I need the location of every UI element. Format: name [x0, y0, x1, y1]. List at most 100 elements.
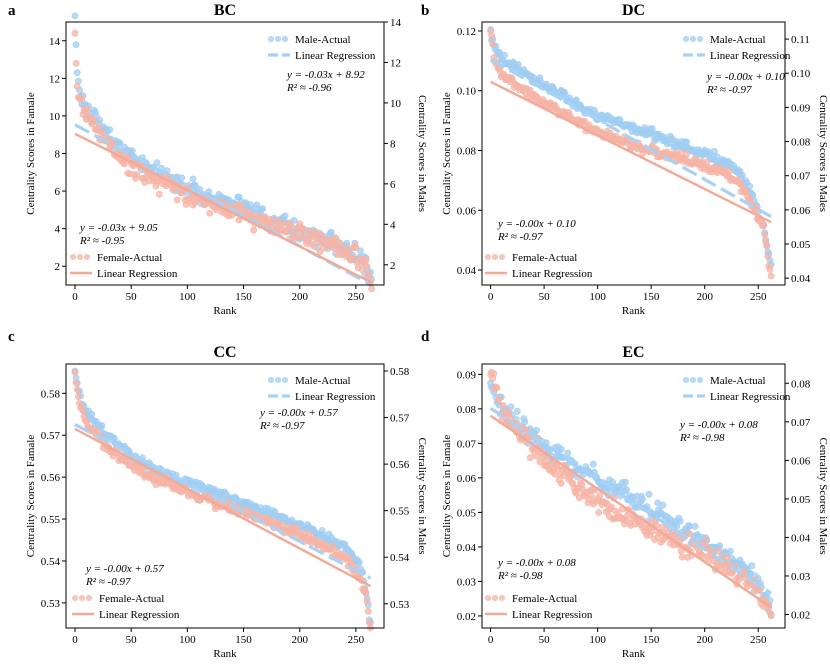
female-point	[526, 454, 534, 462]
female-point	[79, 407, 87, 414]
legend-male-marker	[281, 35, 289, 43]
legend-female: Female-Actual Linear Regression	[69, 252, 178, 280]
female-regression-line	[74, 427, 372, 588]
male-equation: y = -0.03x + 8.92	[286, 69, 365, 81]
legend-female-label: Female-Actual	[512, 252, 577, 264]
male-point	[691, 523, 699, 530]
y-right-tick-label: 0.05	[791, 239, 811, 251]
legend-male-label: Male-Actual	[710, 34, 766, 46]
female-regression-line	[489, 414, 772, 609]
female-equation: y = -0.00x + 0.57	[85, 563, 164, 575]
female-point	[71, 368, 79, 376]
female-point	[273, 216, 281, 224]
female-point	[755, 587, 763, 594]
y-left-tick-label: 0.04	[457, 542, 477, 554]
y-left-tick-label: 4	[55, 224, 61, 236]
female-point	[489, 40, 497, 48]
y-left-axis-label: Centrality Scores in Famale	[441, 92, 453, 215]
x-axis-label: Rank	[622, 305, 646, 317]
female-point	[73, 83, 81, 90]
male-point	[623, 486, 630, 493]
legend-male-marker	[696, 35, 704, 43]
male-point	[748, 562, 756, 570]
x-tick-label: 0	[72, 291, 78, 303]
y-left-tick-label: 0.58	[41, 388, 61, 400]
legend-male: Male-Actual Linear Regression	[267, 375, 376, 403]
female-point	[362, 256, 370, 264]
female-point	[72, 379, 80, 387]
x-tick-label: 50	[539, 291, 551, 303]
y-left-tick-label: 12	[49, 73, 60, 85]
female-point	[206, 209, 214, 217]
y-right-tick-label: 0.08	[791, 378, 811, 390]
female-point	[349, 253, 356, 261]
female-point	[767, 272, 775, 280]
x-tick-label: 150	[643, 634, 660, 646]
x-tick-label: 250	[750, 634, 767, 646]
legend-female-fit-label: Linear Regression	[97, 268, 178, 280]
male-r2: R² ≈ -0.97	[706, 84, 752, 96]
legend-male: Male-Actual Linear Regression	[267, 34, 376, 62]
male-r2: R² ≈ -0.97	[259, 420, 305, 432]
female-point	[250, 226, 258, 234]
legend-male-label: Male-Actual	[710, 375, 766, 387]
male-r2: R² ≈ -0.98	[679, 432, 725, 444]
y-right-tick-label: 0.08	[791, 137, 811, 149]
y-right-axis-label: Centrality Scores in Males	[817, 437, 829, 554]
male-point	[589, 460, 597, 468]
male-point	[259, 205, 266, 212]
male-point	[253, 201, 261, 209]
female-point	[715, 547, 722, 555]
female-point	[332, 234, 340, 242]
legend-female: Female-Actual Linear Regression	[484, 252, 593, 280]
female-point	[488, 32, 495, 40]
y-left-tick-label: 0.57	[41, 430, 61, 442]
legend-male-fit-label: Linear Regression	[295, 50, 376, 62]
y-right-tick-label: 0.06	[791, 455, 811, 467]
male-point	[521, 418, 529, 426]
panel-b: b DC 0 50 100 150 200 250 0.04 0.06 0.08 0.10 0.12 0.…	[421, 2, 829, 317]
legend-female-marker	[78, 594, 86, 602]
x-tick-label: 100	[589, 634, 606, 646]
x-tick-label: 0	[488, 291, 494, 303]
y-right-tick-label: 0.55	[390, 506, 410, 518]
legend-female-marker	[71, 594, 79, 602]
y-right-tick-label: 4	[390, 219, 396, 231]
panel-d: d EC 0 50 100 150 200 250 0.02 0.03 0.04 0.05 0.06 0.…	[421, 329, 829, 660]
legend-female-label: Female-Actual	[99, 593, 164, 605]
female-point	[723, 553, 731, 561]
x-tick-label: 200	[696, 634, 713, 646]
y-right-tick-label: 14	[390, 17, 402, 29]
y-left-tick-label: 0.02	[457, 611, 476, 623]
male-points	[487, 26, 775, 268]
legend-female-marker	[76, 253, 84, 261]
legend-female-marker	[498, 594, 506, 602]
female-point	[78, 96, 86, 104]
female-point	[359, 266, 367, 274]
y-left-axis-label: Centrality Scores in Famale	[25, 435, 37, 558]
female-point	[121, 160, 128, 168]
legend-male-fit-label: Linear Regression	[295, 391, 376, 403]
male-point	[639, 495, 646, 503]
y-left-tick-label: 0.53	[41, 598, 61, 610]
y-right-tick-label: 0.03	[791, 571, 811, 583]
female-point	[495, 395, 503, 403]
male-point	[622, 478, 629, 486]
male-regression-line	[74, 423, 372, 580]
x-tick-label: 0	[72, 634, 78, 646]
legend-male-marker	[274, 376, 282, 384]
x-tick-label: 200	[291, 291, 308, 303]
male-regression-line	[489, 406, 772, 595]
legend-male-marker	[689, 35, 697, 43]
male-point	[501, 51, 508, 59]
panel-c: c CC 0 50 100 150 200 250 0.53 0.54 0.55 0.56 0.57 0.…	[8, 329, 428, 660]
female-point	[213, 206, 220, 214]
female-point	[595, 509, 603, 516]
male-point	[98, 422, 106, 430]
legend-female-fit-label: Linear Regression	[512, 268, 593, 280]
y-left-tick-label: 0.06	[457, 205, 477, 217]
y-left-tick-label: 0.06	[457, 473, 477, 485]
x-tick-label: 50	[126, 634, 138, 646]
x-axis-label: Rank	[213, 305, 237, 317]
